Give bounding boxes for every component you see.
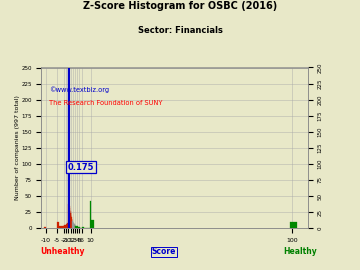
Bar xyxy=(67,223,68,228)
Bar xyxy=(78,227,79,228)
Bar xyxy=(62,226,64,228)
Bar xyxy=(290,222,297,228)
Text: The Research Foundation of SUNY: The Research Foundation of SUNY xyxy=(49,100,163,106)
Bar xyxy=(65,225,66,228)
Text: Score: Score xyxy=(152,248,176,256)
Bar xyxy=(76,226,77,228)
Bar xyxy=(44,227,46,228)
Bar xyxy=(79,227,80,228)
Text: Sector: Financials: Sector: Financials xyxy=(138,26,222,35)
Bar xyxy=(66,224,67,228)
Bar xyxy=(91,220,94,228)
Bar xyxy=(90,201,91,228)
Bar xyxy=(63,225,64,228)
Text: Unhealthy: Unhealthy xyxy=(41,248,85,256)
Text: ©www.textbiz.org: ©www.textbiz.org xyxy=(49,87,109,93)
Y-axis label: Number of companies (997 total): Number of companies (997 total) xyxy=(15,95,20,200)
Text: Healthy: Healthy xyxy=(284,248,318,256)
Bar xyxy=(75,225,76,228)
Bar xyxy=(59,226,62,228)
Bar xyxy=(82,227,84,228)
Text: Z-Score Histogram for OSBC (2016): Z-Score Histogram for OSBC (2016) xyxy=(83,1,277,11)
Text: 0.175: 0.175 xyxy=(68,163,94,172)
Bar xyxy=(57,222,59,228)
Bar xyxy=(77,226,78,228)
Bar xyxy=(64,225,65,228)
